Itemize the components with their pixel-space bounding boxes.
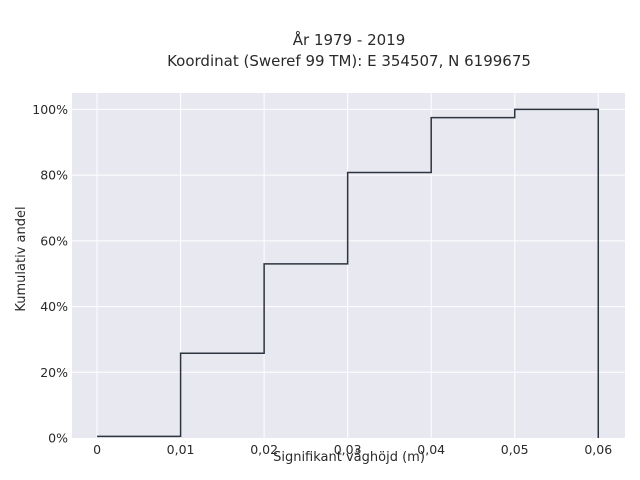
x-tick-label: 0,06 bbox=[584, 442, 612, 457]
y-tick-label: 0% bbox=[48, 431, 68, 446]
x-tick-label: 0,01 bbox=[167, 442, 195, 457]
x-tick-label: 0,04 bbox=[417, 442, 445, 457]
series-group bbox=[97, 108, 600, 439]
x-tick-label: 0,03 bbox=[334, 442, 362, 457]
x-axis-title: Signifikant våghöjd (m) bbox=[273, 450, 425, 465]
y-tick-label: 40% bbox=[40, 299, 68, 314]
chart-title-line-1: År 1979 - 2019 bbox=[293, 30, 406, 49]
y-tick-label: 60% bbox=[40, 233, 68, 248]
x-tick-label: 0,05 bbox=[501, 442, 529, 457]
x-tick-label: 0 bbox=[93, 442, 101, 457]
plot-area bbox=[72, 93, 625, 438]
y-tick-label: 80% bbox=[40, 168, 68, 183]
y-tick-label: 100% bbox=[32, 102, 68, 117]
y-tick-label: 20% bbox=[40, 365, 68, 380]
y-axis-title: Kumulativ andel bbox=[14, 206, 29, 311]
y-tick-labels: 0% 20% 40% 60% 80% 100% bbox=[32, 102, 68, 446]
x-tick-labels: 0 0,01 0,02 0,03 0,04 0,05 0,06 bbox=[93, 442, 612, 457]
chart-title-line-2: Koordinat (Sweref 99 TM): E 354507, N 61… bbox=[167, 52, 531, 70]
x-tick-label: 0,02 bbox=[250, 442, 278, 457]
